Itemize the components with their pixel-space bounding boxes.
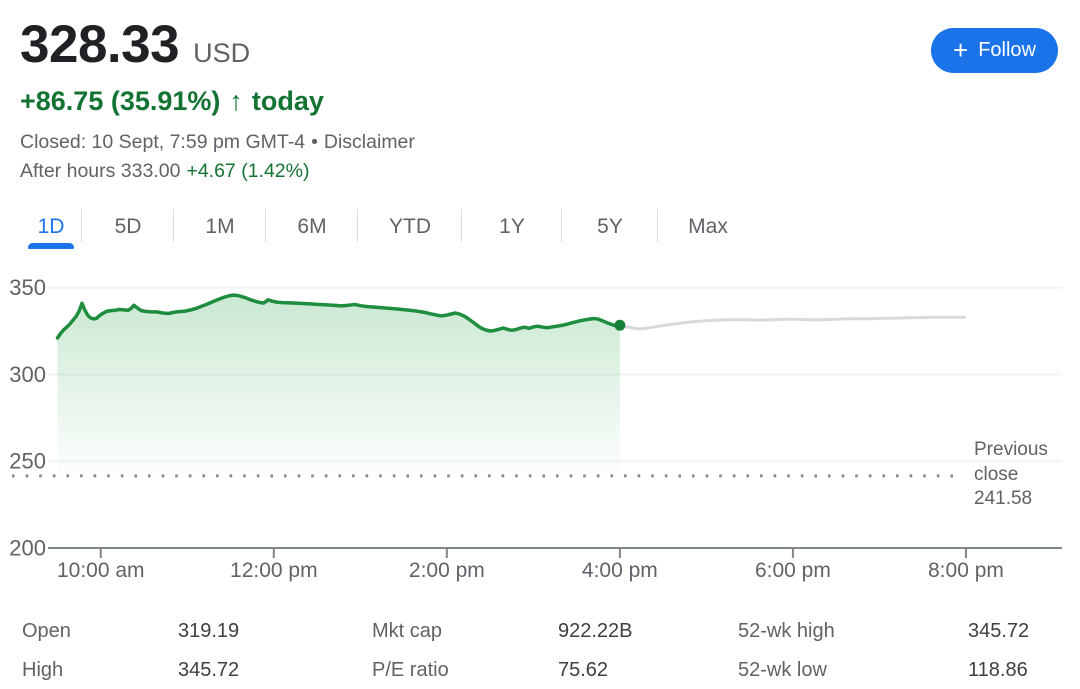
last-price-dot xyxy=(614,319,626,331)
tab-ytd[interactable]: YTD xyxy=(358,205,462,249)
stat-high-label: High xyxy=(22,659,64,681)
tab-1d[interactable]: 1D xyxy=(20,205,82,249)
tab-max[interactable]: Max xyxy=(658,205,758,249)
tab-5d[interactable]: 5D xyxy=(82,205,174,249)
x-axis-label: 4:00 pm xyxy=(582,559,658,582)
arrow-up-icon: ↑ xyxy=(229,86,243,116)
follow-button[interactable]: + Follow xyxy=(931,28,1058,73)
x-axis-label: 10:00 am xyxy=(57,559,145,582)
time-range-tabs: 1D 5D 1M 6M YTD 1Y 5Y Max xyxy=(20,205,758,249)
tab-divider xyxy=(81,209,82,242)
tab-divider xyxy=(357,209,358,242)
tab-1m[interactable]: 1M xyxy=(174,205,266,249)
y-axis-label: 200 xyxy=(9,536,46,561)
closed-text: Closed: 10 Sept, 7:59 pm GMT-4 xyxy=(20,131,306,153)
stat-open-value: 319.19 xyxy=(178,620,240,642)
stat-high-value: 345.72 xyxy=(178,659,240,681)
stock-price: 328.33 xyxy=(20,15,180,74)
price-line-after-hours xyxy=(618,315,966,331)
x-axis-label: 12:00 pm xyxy=(230,559,318,582)
tab-1d-label: 1D xyxy=(37,215,65,238)
stat-mktcap-label: Mkt cap xyxy=(372,620,443,642)
stat-52wk-high-label: 52-wk high xyxy=(738,620,835,642)
x-axis-label: 6:00 pm xyxy=(755,559,831,582)
tab-max-label: Max xyxy=(688,215,728,238)
after-hours-change: +4.67 (1.42%) xyxy=(186,160,310,182)
stat-52wk-high-value: 345.72 xyxy=(968,620,1030,642)
plus-icon: + xyxy=(953,34,969,65)
tab-1m-label: 1M xyxy=(205,215,235,238)
tab-1y[interactable]: 1Y xyxy=(462,205,562,249)
tab-6m-label: 6M xyxy=(297,215,327,238)
y-axis-label: 250 xyxy=(9,449,46,474)
separator-dot: • xyxy=(311,131,318,153)
chart-area-fill xyxy=(57,295,620,500)
tab-divider xyxy=(265,209,266,242)
tab-ytd-label: YTD xyxy=(389,215,431,238)
stat-open-label: Open xyxy=(22,620,71,642)
tab-divider xyxy=(561,209,562,242)
follow-button-label: Follow xyxy=(978,39,1036,61)
tab-5d-label: 5D xyxy=(114,215,142,238)
tab-divider xyxy=(173,209,174,242)
after-hours-line: After hours 333.00 +4.67 (1.42%) xyxy=(20,160,309,183)
active-tab-indicator xyxy=(28,243,74,249)
price-chart[interactable]: 10:00 am 12:00 pm 2:00 pm 4:00 pm 6:00 pm 8:0… xyxy=(0,0,1080,620)
tab-divider xyxy=(461,209,462,242)
stat-mktcap-value: 922.22B xyxy=(558,620,633,642)
price-line-regular xyxy=(55,293,622,340)
x-axis-label: 2:00 pm xyxy=(409,559,485,582)
tab-5y[interactable]: 5Y xyxy=(562,205,658,249)
price-change: +86.75 (35.91%) ↑ today xyxy=(20,86,324,117)
previous-close-label: Previous close 241.58 xyxy=(974,439,1048,509)
stat-pe-value: 75.62 xyxy=(558,659,609,681)
change-period: today xyxy=(251,86,324,116)
market-status-line: Closed: 10 Sept, 7:59 pm GMT-4 • Disclaime… xyxy=(20,131,415,154)
currency-label: USD xyxy=(193,38,251,68)
disclaimer-link[interactable]: Disclaimer xyxy=(323,131,415,153)
tab-1y-label: 1Y xyxy=(499,215,525,238)
tab-5y-label: 5Y xyxy=(597,215,623,238)
y-axis-label: 300 xyxy=(9,362,46,387)
stat-52wk-low-label: 52-wk low xyxy=(738,659,827,681)
tab-6m[interactable]: 6M xyxy=(266,205,358,249)
price-header: 328.33 USD xyxy=(20,14,250,75)
x-axis-label: 8:00 pm xyxy=(928,559,1004,582)
stat-pe-label: P/E ratio xyxy=(372,659,449,681)
after-hours-text: After hours 333.00 xyxy=(20,160,181,182)
stat-52wk-low-value: 118.86 xyxy=(968,659,1028,681)
y-axis-label: 350 xyxy=(9,275,46,300)
tab-divider xyxy=(657,209,658,242)
change-value: +86.75 (35.91%) xyxy=(20,86,221,116)
